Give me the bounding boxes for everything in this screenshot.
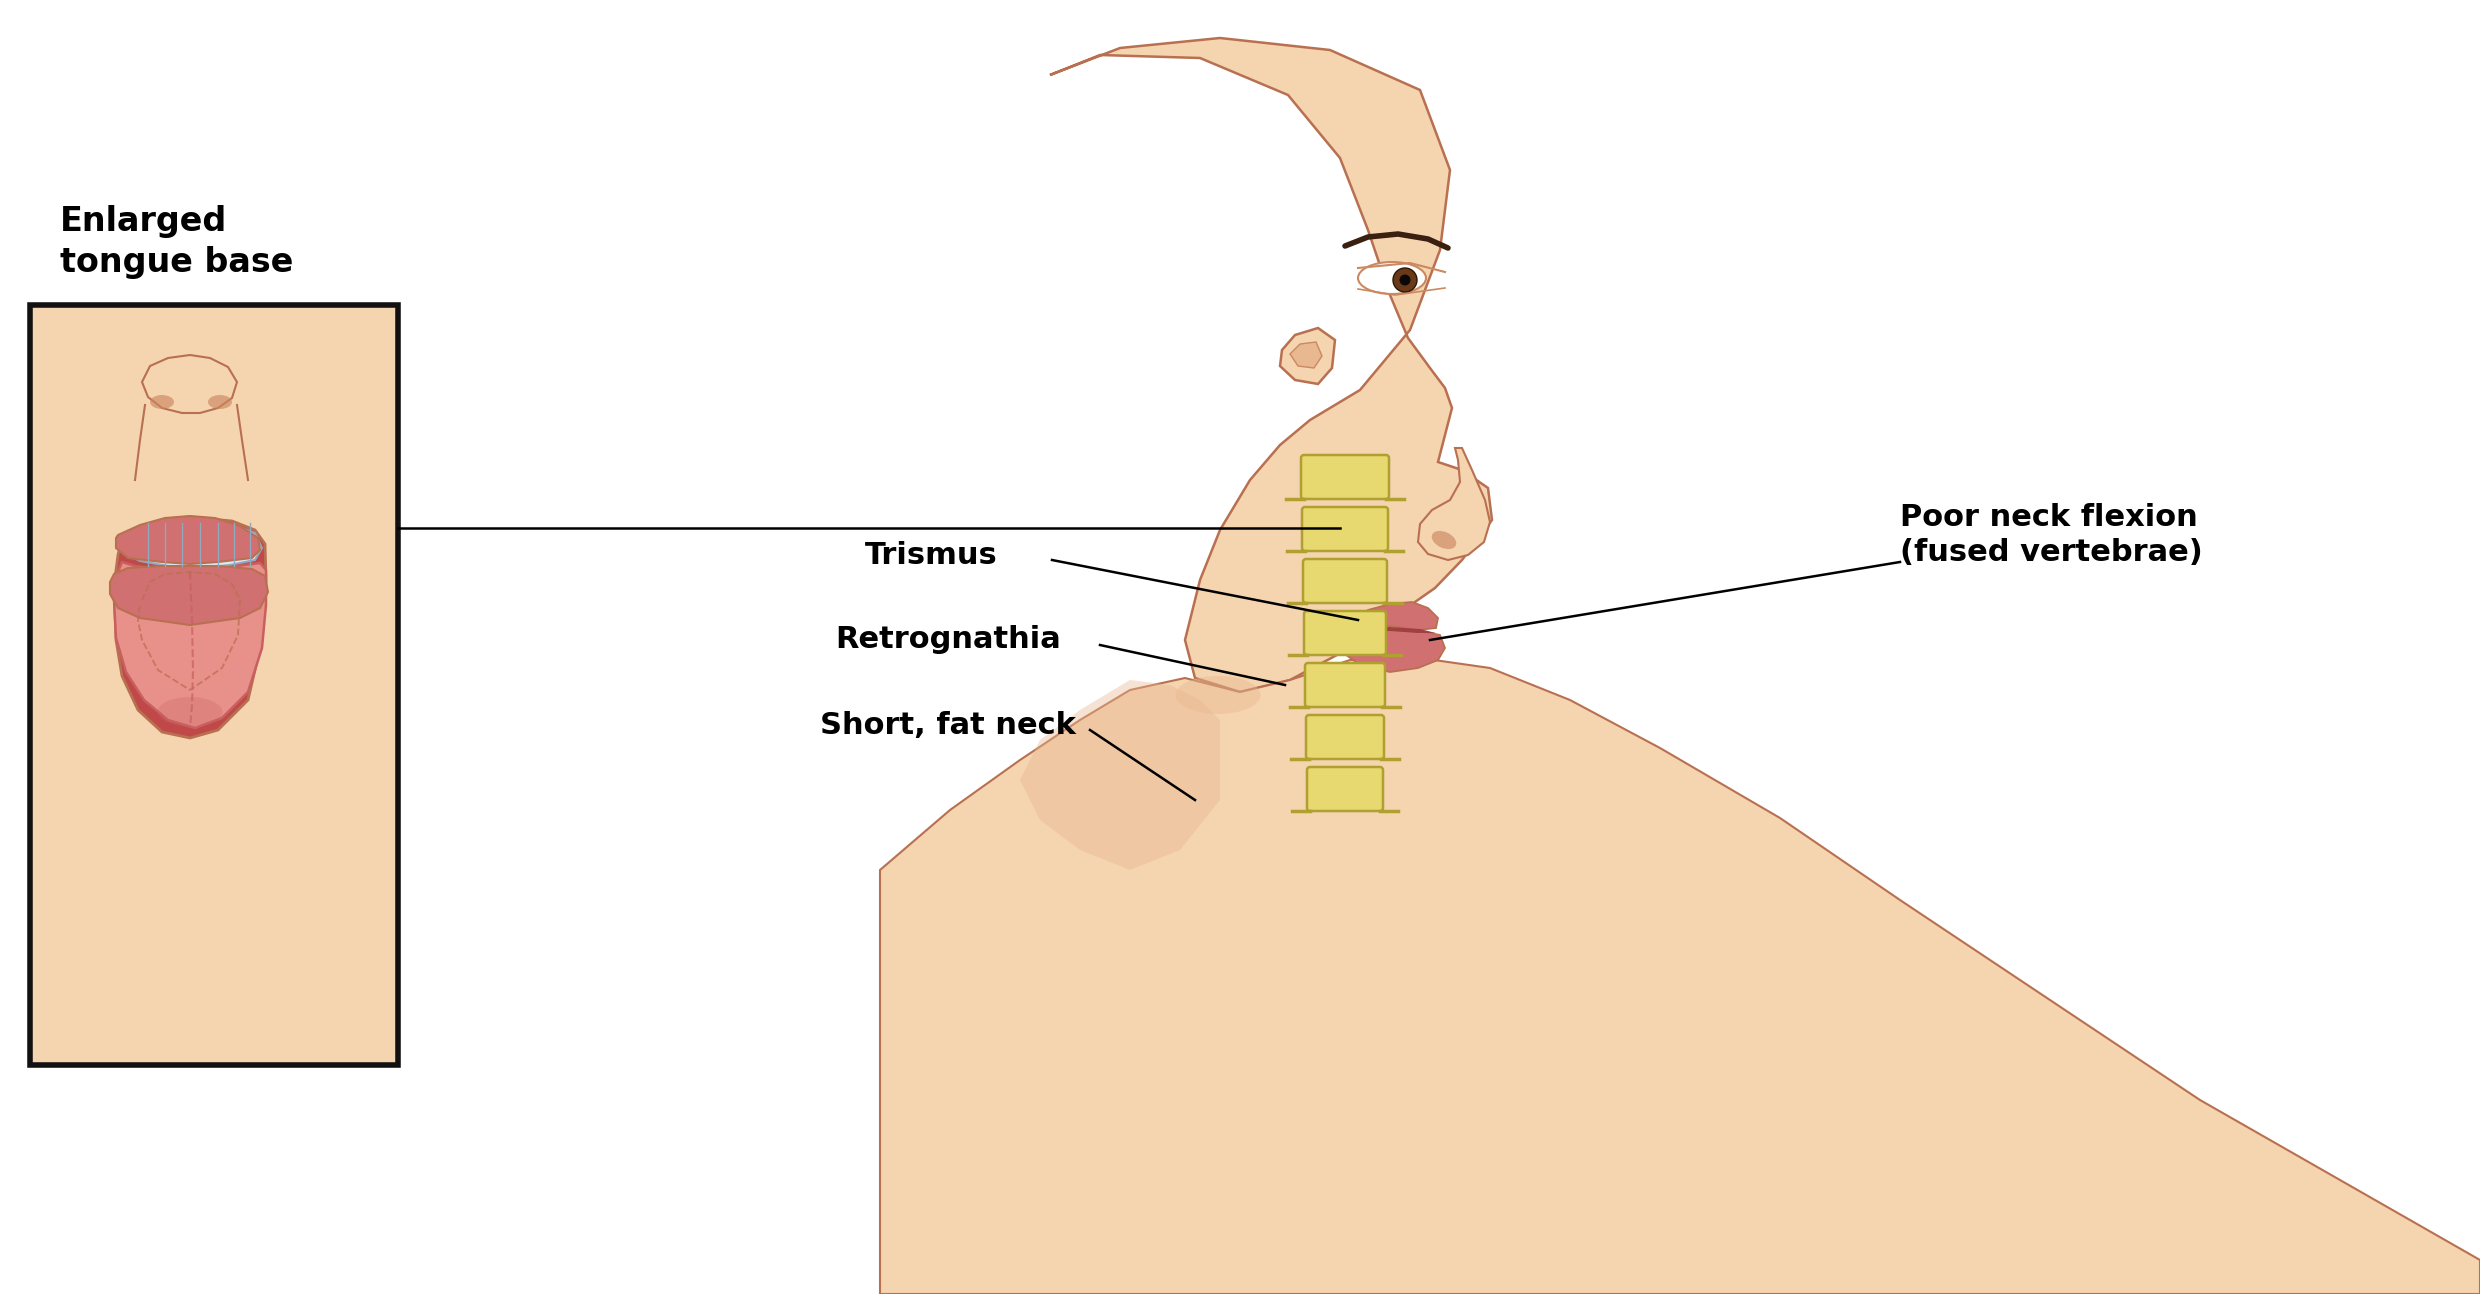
FancyBboxPatch shape <box>1304 611 1386 655</box>
Polygon shape <box>30 305 186 1065</box>
Ellipse shape <box>1394 268 1416 292</box>
Ellipse shape <box>1176 675 1260 714</box>
Text: Retrognathia: Retrognathia <box>836 625 1061 655</box>
Polygon shape <box>218 305 397 1065</box>
Polygon shape <box>1290 342 1322 367</box>
Polygon shape <box>1019 681 1220 870</box>
FancyBboxPatch shape <box>1304 663 1384 707</box>
Text: Short, fat neck: Short, fat neck <box>821 710 1076 739</box>
Polygon shape <box>1280 327 1334 384</box>
Polygon shape <box>880 659 2480 1294</box>
Polygon shape <box>109 565 268 625</box>
Ellipse shape <box>149 395 174 409</box>
Polygon shape <box>119 520 263 568</box>
FancyBboxPatch shape <box>1307 716 1384 760</box>
Polygon shape <box>129 523 258 543</box>
FancyBboxPatch shape <box>1302 507 1389 551</box>
FancyBboxPatch shape <box>1302 559 1386 603</box>
Bar <box>30 305 397 1065</box>
Text: Enlarged
tongue base: Enlarged tongue base <box>60 204 293 278</box>
Polygon shape <box>114 518 265 738</box>
FancyBboxPatch shape <box>1302 455 1389 499</box>
Bar <box>30 305 397 1065</box>
FancyBboxPatch shape <box>1307 767 1384 811</box>
Ellipse shape <box>208 395 233 409</box>
Polygon shape <box>1049 38 1493 692</box>
Text: Trismus: Trismus <box>866 541 997 569</box>
Ellipse shape <box>1431 531 1456 549</box>
Polygon shape <box>1347 602 1438 630</box>
Ellipse shape <box>1359 261 1426 294</box>
Polygon shape <box>1339 630 1446 672</box>
Polygon shape <box>141 355 238 413</box>
Polygon shape <box>117 516 260 564</box>
Polygon shape <box>1419 448 1490 560</box>
Ellipse shape <box>1399 274 1411 286</box>
Polygon shape <box>1359 628 1436 633</box>
Polygon shape <box>114 562 265 729</box>
Ellipse shape <box>159 697 223 727</box>
Text: Poor neck flexion
(fused vertebrae): Poor neck flexion (fused vertebrae) <box>1900 502 2202 568</box>
